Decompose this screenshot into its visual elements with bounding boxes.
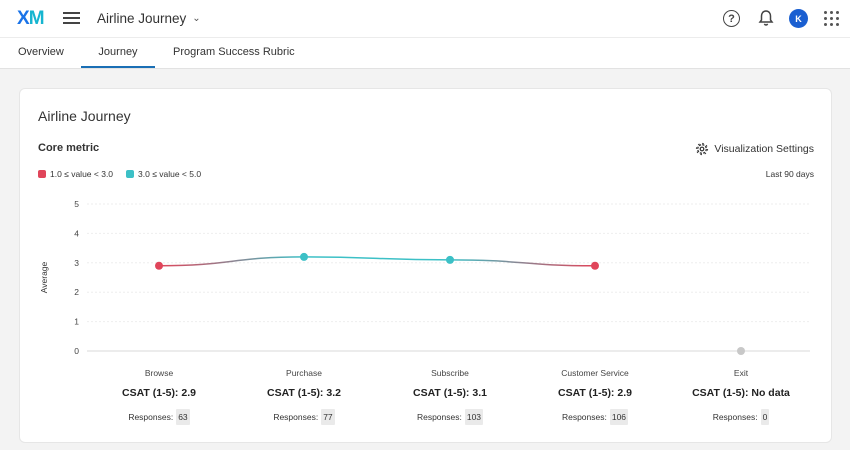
- data-point-browse[interactable]: [155, 261, 163, 270]
- stage-name: Subscribe: [431, 368, 469, 378]
- responses-count: 103: [464, 409, 484, 425]
- y-tick-label: 1: [74, 317, 79, 327]
- tab-program-success-rubric[interactable]: Program Success Rubric: [173, 46, 295, 58]
- stage-metric: CSAT (1-5): 2.9: [122, 387, 196, 399]
- data-point-subscribe[interactable]: [446, 255, 454, 264]
- data-point-customer-service[interactable]: [591, 261, 599, 270]
- top-bar: XM Airline Journey ⌄ ? K: [0, 0, 850, 37]
- stage-name: Purchase: [286, 368, 322, 378]
- visualization-settings-label: Visualization Settings: [714, 143, 814, 155]
- tab-journey[interactable]: Journey: [81, 46, 155, 68]
- apps-grid-icon[interactable]: [824, 11, 839, 26]
- stage-responses: Responses: 77: [239, 409, 369, 425]
- menu-icon[interactable]: [63, 12, 80, 25]
- visualization-settings-button[interactable]: Visualization Settings: [695, 142, 814, 156]
- stage-responses: Responses: 103: [385, 409, 515, 425]
- y-axis-label: Average: [39, 261, 49, 293]
- bell-icon[interactable]: [758, 9, 774, 27]
- xm-logo[interactable]: XM: [17, 8, 45, 29]
- chevron-down-icon: ⌄: [192, 13, 201, 24]
- stage-responses: Responses: 106: [530, 409, 660, 425]
- stage-metric: CSAT (1-5): 3.2: [267, 387, 341, 399]
- stage-responses: Responses: 63: [94, 409, 224, 425]
- responses-label: Responses:: [561, 412, 607, 422]
- stage-metric: CSAT (1-5): 2.9: [558, 387, 632, 399]
- tab-overview[interactable]: Overview: [18, 46, 64, 58]
- card-title: Airline Journey: [38, 108, 131, 124]
- data-point-exit[interactable]: [737, 347, 745, 355]
- avatar[interactable]: K: [789, 9, 808, 28]
- responses-label: Responses:: [273, 412, 319, 422]
- stage-name: Customer Service: [561, 368, 629, 378]
- stage-purchase[interactable]: Purchase CSAT (1-5): 3.2 Responses: 77: [239, 368, 369, 425]
- journey-line-chart: 5 4 3 2 1 0 Average: [39, 199, 810, 356]
- legend-item-high: 3.0 ≤ value < 5.0: [126, 169, 201, 179]
- stage-exit[interactable]: Exit CSAT (1-5): No data Responses: 0: [676, 368, 806, 425]
- gear-icon: [696, 142, 709, 156]
- legend-swatch-low: [38, 170, 46, 178]
- journey-card: Airline Journey Core metric Visualizatio…: [19, 88, 832, 443]
- project-selector[interactable]: Airline Journey ⌄: [97, 11, 201, 26]
- stage-name: Browse: [144, 368, 174, 378]
- legend-item-low: 1.0 ≤ value < 3.0: [38, 169, 113, 179]
- y-tick-label: 2: [74, 287, 79, 297]
- legend-label-high: 3.0 ≤ value < 5.0: [138, 169, 202, 179]
- responses-label: Responses:: [416, 412, 462, 422]
- y-tick-label: 0: [74, 346, 79, 356]
- legend-label-low: 1.0 ≤ value < 3.0: [50, 169, 114, 179]
- stage-subscribe[interactable]: Subscribe CSAT (1-5): 3.1 Responses: 103: [385, 368, 515, 425]
- stage-responses: Responses: 0: [676, 409, 806, 425]
- stage-metric: CSAT (1-5): No data: [692, 387, 790, 399]
- data-point-purchase[interactable]: [300, 252, 308, 261]
- stage-name: Exit: [733, 368, 749, 378]
- y-tick-label: 3: [74, 258, 79, 268]
- responses-count: 63: [176, 409, 190, 425]
- legend: 1.0 ≤ value < 3.0 3.0 ≤ value < 5.0: [38, 169, 214, 179]
- responses-count: 106: [609, 409, 629, 425]
- date-range: Last 90 days: [765, 169, 814, 179]
- stage-customer-service[interactable]: Customer Service CSAT (1-5): 2.9 Responses…: [530, 368, 660, 425]
- tab-bar: Overview Journey Program Success Rubric: [0, 37, 850, 69]
- legend-swatch-high: [126, 170, 135, 178]
- responses-label: Responses:: [128, 412, 174, 422]
- y-tick-label: 4: [74, 228, 79, 238]
- series-line: [158, 256, 596, 267]
- core-metric-label: Core metric: [38, 142, 100, 154]
- project-title: Airline Journey: [97, 11, 187, 26]
- y-tick-label: 5: [74, 199, 79, 209]
- responses-label: Responses:: [712, 412, 758, 422]
- responses-count: 77: [321, 409, 335, 425]
- help-icon[interactable]: ?: [723, 10, 740, 27]
- stage-metric: CSAT (1-5): 3.1: [413, 387, 487, 399]
- responses-count: 0: [760, 409, 770, 425]
- stage-browse[interactable]: Browse CSAT (1-5): 2.9 Responses: 63: [94, 368, 224, 425]
